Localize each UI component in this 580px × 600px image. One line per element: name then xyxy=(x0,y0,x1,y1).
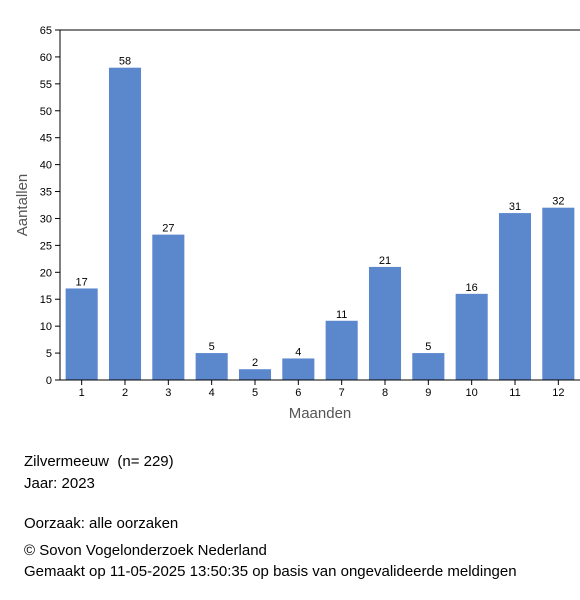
footer-line: Jaar: 2023 xyxy=(24,475,95,492)
data-label: 32 xyxy=(552,196,564,208)
data-label: 2 xyxy=(252,357,258,369)
bar xyxy=(368,266,402,380)
y-tick-label: 20 xyxy=(40,267,52,279)
y-tick-label: 0 xyxy=(46,375,52,387)
x-tick-label: 8 xyxy=(382,387,388,399)
bar xyxy=(325,320,358,380)
bar xyxy=(282,358,315,380)
footer-line: © Sovon Vogelonderzoek Nederland xyxy=(24,542,267,559)
x-tick-label: 5 xyxy=(252,387,258,399)
x-tick-label: 1 xyxy=(79,387,85,399)
data-label: 27 xyxy=(162,223,174,235)
bar xyxy=(542,207,575,380)
bar xyxy=(238,369,272,380)
bar xyxy=(65,288,98,380)
x-tick-label: 2 xyxy=(122,387,128,399)
x-tick-label: 12 xyxy=(552,387,564,399)
y-tick-label: 25 xyxy=(40,240,52,252)
data-label: 21 xyxy=(379,255,391,267)
bar xyxy=(455,293,488,380)
x-tick-label: 9 xyxy=(425,387,431,399)
bar xyxy=(195,353,228,380)
x-tick-label: 7 xyxy=(339,387,345,399)
bar xyxy=(412,353,445,380)
chart: Aantallen Maanden 0510152025303540455055… xyxy=(14,25,580,422)
y-tick-label: 65 xyxy=(40,25,52,37)
y-tick-label: 10 xyxy=(40,321,52,333)
y-tick-label: 30 xyxy=(40,213,52,225)
y-tick-label: 45 xyxy=(40,133,52,145)
x-tick-label: 4 xyxy=(209,387,215,399)
y-tick-label: 40 xyxy=(40,160,52,172)
x-tick-label: 10 xyxy=(466,387,478,399)
y-tick-label: 60 xyxy=(40,52,52,64)
x-axis-label: Maanden xyxy=(289,405,352,422)
data-label: 31 xyxy=(509,201,521,213)
data-label: 58 xyxy=(119,56,131,68)
data-label: 4 xyxy=(295,346,301,358)
x-tick-label: 6 xyxy=(295,387,301,399)
data-label: 5 xyxy=(209,341,215,353)
data-label: 5 xyxy=(425,341,431,353)
y-tick-label: 50 xyxy=(40,106,52,118)
x-tick-label: 11 xyxy=(509,387,520,399)
footer-line: Zilvermeeuw (n= 229) xyxy=(24,453,174,470)
footer-line: Gemaakt op 11-05-2025 13:50:35 op basis … xyxy=(24,563,517,580)
data-label: 11 xyxy=(336,309,347,321)
y-tick-label: 5 xyxy=(46,348,52,360)
footer-line: Oorzaak: alle oorzaken xyxy=(24,515,179,532)
y-tick-label: 15 xyxy=(40,294,52,306)
data-label: 17 xyxy=(76,276,88,288)
bar xyxy=(498,213,532,380)
bar xyxy=(152,234,185,380)
y-tick-label: 35 xyxy=(40,187,52,199)
bar xyxy=(108,67,142,380)
y-tick-label: 55 xyxy=(40,79,52,91)
data-label: 16 xyxy=(466,282,478,294)
x-tick-label: 3 xyxy=(165,387,171,399)
y-axis-label: Aantallen xyxy=(14,174,31,237)
